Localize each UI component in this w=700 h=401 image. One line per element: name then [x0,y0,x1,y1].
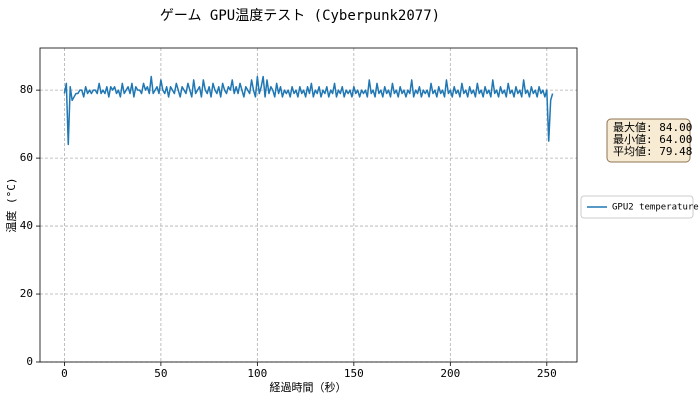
stats-box [606,118,691,163]
x-tick-label: 100 [247,367,267,380]
x-axis-label: 経過時間（秒） [270,380,347,394]
stats-text: 最大値: 84.00 [613,120,692,134]
x-tick-label: 250 [537,367,557,380]
stats-text: 平均値: 79.48 [613,145,692,158]
legend-label: GPU2 temperature [612,203,699,213]
legend-box [580,195,694,219]
y-axis-label: 温度 (°C) [4,177,18,232]
y-tick-label: 0 [26,355,33,368]
x-tick-label: 0 [61,367,68,380]
y-tick-label: 20 [20,287,33,300]
y-tick-label: 60 [20,151,33,164]
chart-title: ゲーム GPU温度テスト (Cyberpunk2077) [160,8,440,24]
plot-frame [39,47,578,363]
y-tick-label: 40 [20,219,33,232]
x-tick-label: 50 [154,367,167,380]
stats-text: 最小値: 64.00 [613,133,692,146]
x-tick-label: 200 [440,367,460,380]
y-tick-label: 80 [20,83,33,96]
data-line [63,75,554,146]
x-tick-label: 150 [344,367,364,380]
